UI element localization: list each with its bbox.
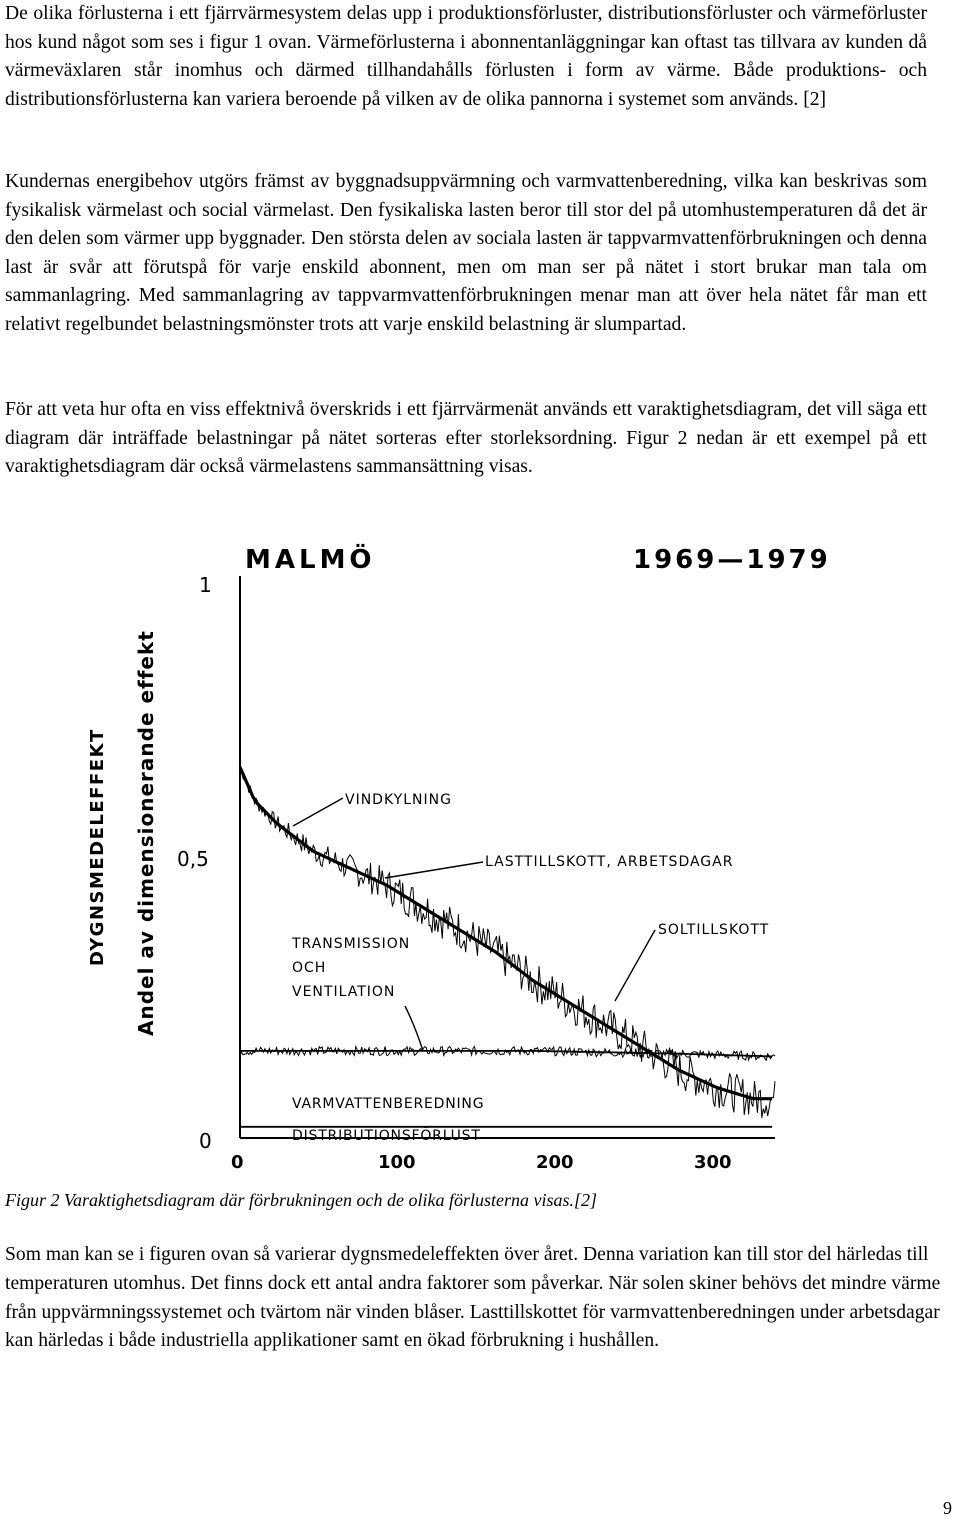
x-tick-100: 100 bbox=[378, 1152, 416, 1173]
leader-lasttillskott bbox=[384, 861, 484, 879]
series-noise-1 bbox=[239, 1044, 776, 1062]
annotation-distributionsforlust: DISTRIBUTIONSFÖRLUST bbox=[292, 1126, 481, 1144]
annotation-lasttillskott: LASTTILLSKOTT, ARBETSDAGAR bbox=[485, 854, 733, 870]
duration-diagram-chart: MALMÖ 1969—1979 DYGNSMEDELEFFEKT Andel a… bbox=[87, 542, 831, 1173]
paragraph-losses: De olika förlusterna i ett fjärrvärmesys… bbox=[5, 3, 927, 110]
chart-subtitle: 1969—1979 bbox=[633, 545, 831, 575]
series-noise-0 bbox=[239, 766, 776, 1118]
page-number: 9 bbox=[943, 1498, 952, 1518]
x-tick-300: 300 bbox=[694, 1152, 732, 1173]
figure-caption: Figur 2 Varaktighetsdiagram där förbrukn… bbox=[5, 1190, 597, 1210]
annotation-ventilation: VENTILATION bbox=[292, 984, 395, 1000]
y-tick-0: 0 bbox=[199, 1129, 212, 1153]
paragraph-variation: Som man kan se i figuren ovan så variera… bbox=[5, 1244, 941, 1352]
leader-soltillskott bbox=[614, 929, 656, 1002]
y-axis-label-outer: DYGNSMEDELEFFEKT bbox=[87, 728, 108, 966]
annotation-transmission: TRANSMISSION bbox=[291, 936, 410, 952]
x-tick-0: 0 bbox=[231, 1152, 244, 1173]
leader-transmission bbox=[404, 1005, 424, 1052]
duration-diagram-figure: MALMÖ 1969—1979 DYGNSMEDELEFFEKT Andel a… bbox=[55, 526, 835, 1181]
annotation-varmvattenberedning: VARMVATTENBEREDNING bbox=[292, 1096, 484, 1112]
y-axis-label-inner: Andel av dimensionerande effekt bbox=[134, 630, 158, 1036]
paragraph-duration-diagram: För att veta hur ofta en viss effektnivå… bbox=[5, 399, 927, 478]
y-tick-1: 1 bbox=[199, 573, 212, 597]
paragraph-energy-demand: Kundernas energibehov utgörs främst av b… bbox=[5, 171, 927, 335]
y-tick-05: 0,5 bbox=[177, 847, 209, 871]
annotation-soltillskott: SOLTILLSKOTT bbox=[658, 922, 769, 938]
annotation-och: OCH bbox=[292, 960, 326, 976]
chart-title: MALMÖ bbox=[245, 542, 376, 575]
x-tick-200: 200 bbox=[536, 1152, 574, 1173]
annotation-vindkylning: VINDKYLNING bbox=[345, 792, 452, 808]
leader-vindkylning bbox=[292, 797, 344, 827]
